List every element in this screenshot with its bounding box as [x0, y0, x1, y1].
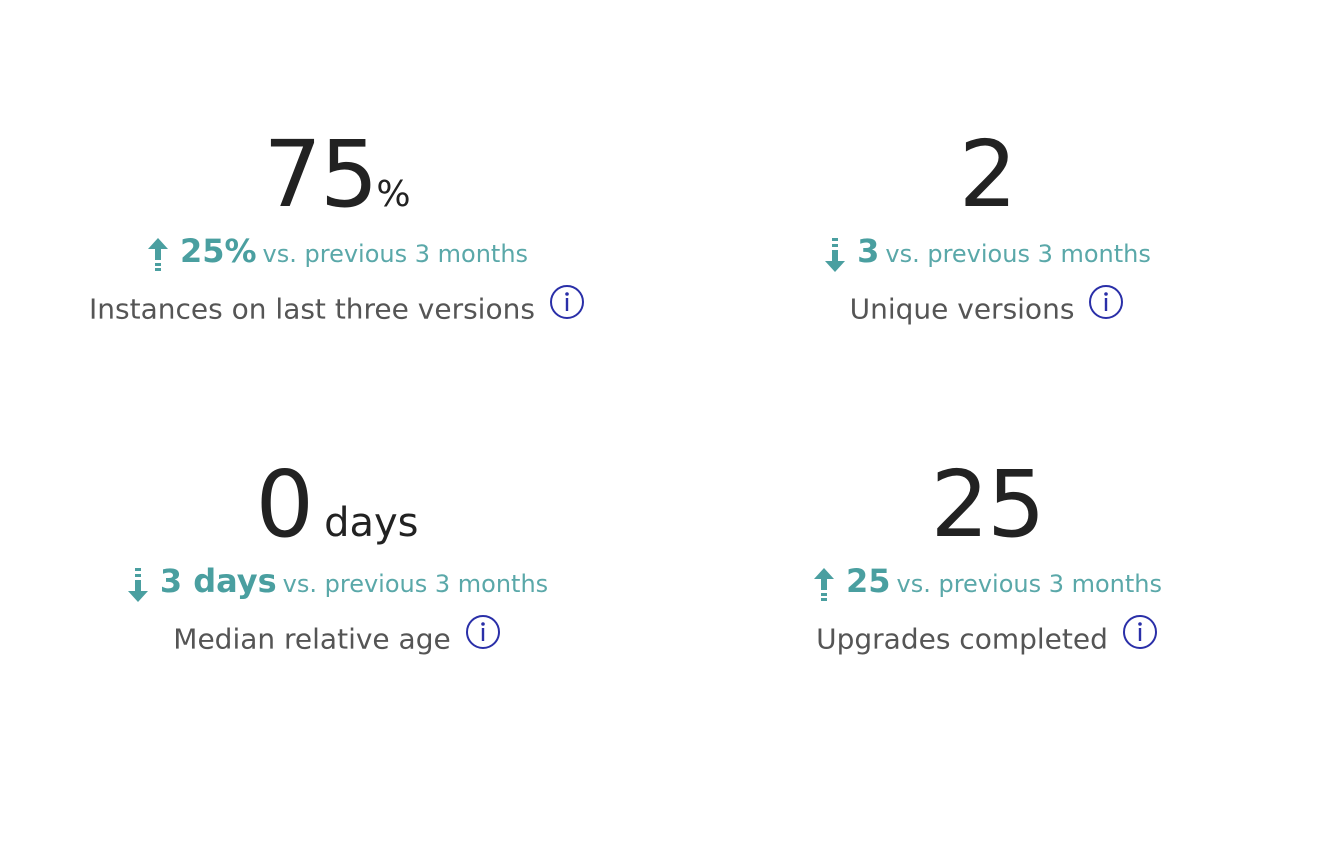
- info-icon[interactable]: [465, 614, 501, 661]
- metric-delta: 25: [845, 562, 891, 600]
- arrow-down-icon: [825, 237, 846, 272]
- info-icon[interactable]: [1088, 284, 1124, 331]
- metric-unit: days: [324, 500, 419, 546]
- metric-comparison: vs. previous 3 months: [885, 240, 1151, 268]
- metric-comparison: vs. previous 3 months: [262, 240, 529, 268]
- info-icon[interactable]: [549, 284, 585, 331]
- arrow-down-icon: [127, 567, 148, 602]
- metric-label: Median relative age: [17, 614, 657, 664]
- metric-card-unique-versions: 2 3 vs. previous 3 months Unique versions: [667, 125, 1307, 334]
- arrow-up-icon: [813, 567, 834, 601]
- metric-delta: 3: [857, 232, 880, 270]
- metric-card-instances-on-last-three-versions: 75% 25% vs. previous 3 months Instances o…: [17, 125, 657, 334]
- metric-value: 2: [958, 121, 1018, 228]
- info-icon[interactable]: [1122, 614, 1158, 661]
- metric-comparison: vs. previous 3 months: [896, 570, 1163, 598]
- metric-change: 25 vs. previous 3 months: [667, 559, 1307, 603]
- metric-change: 25% vs. previous 3 months: [17, 229, 657, 273]
- metric-change: 3 vs. previous 3 months: [667, 229, 1307, 273]
- metric-value: 75%: [263, 121, 411, 228]
- metric-unit: %: [376, 174, 411, 215]
- metric-value: 0 days: [255, 451, 419, 558]
- metric-change: 3 days vs. previous 3 months: [17, 559, 657, 603]
- metric-label: Unique versions: [667, 284, 1307, 334]
- metric-card-upgrades-completed: 25 25 vs. previous 3 months Upgrades comp…: [667, 455, 1307, 664]
- metric-label: Upgrades completed: [667, 614, 1307, 664]
- arrow-up-icon: [147, 237, 168, 271]
- metric-card-median-relative-age: 0 days 3 days vs. previous 3 months Median…: [17, 455, 657, 664]
- metric-value: 25: [930, 451, 1045, 558]
- metric-comparison: vs. previous 3 months: [282, 570, 549, 598]
- metric-label: Instances on last three versions: [17, 284, 657, 334]
- metric-delta: 25%: [179, 232, 257, 270]
- metric-delta: 3 days: [159, 562, 277, 600]
